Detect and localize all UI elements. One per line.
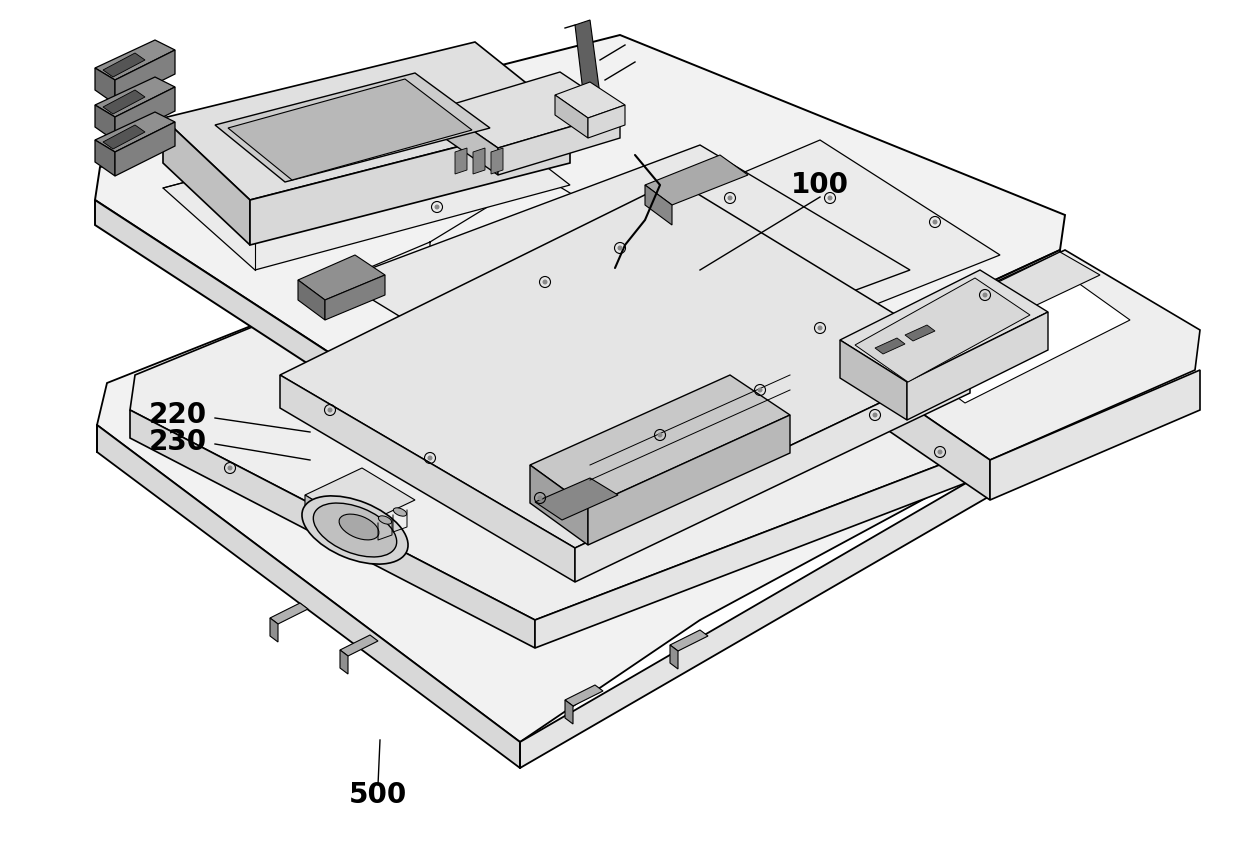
Polygon shape (440, 72, 620, 148)
Polygon shape (491, 148, 503, 174)
Polygon shape (115, 87, 175, 141)
Polygon shape (305, 495, 358, 555)
Polygon shape (870, 378, 990, 500)
Polygon shape (520, 385, 1135, 768)
Polygon shape (645, 185, 672, 225)
Text: 230: 230 (149, 428, 207, 456)
Polygon shape (95, 200, 539, 515)
Polygon shape (103, 53, 145, 77)
Polygon shape (305, 468, 415, 527)
Ellipse shape (303, 496, 408, 564)
Circle shape (327, 407, 332, 412)
Polygon shape (95, 77, 175, 117)
Ellipse shape (393, 508, 407, 516)
Polygon shape (325, 275, 384, 320)
Polygon shape (340, 145, 910, 405)
Polygon shape (905, 325, 935, 341)
Circle shape (227, 465, 233, 470)
Text: 220: 220 (149, 401, 207, 429)
Text: 500: 500 (348, 781, 407, 809)
Polygon shape (115, 50, 175, 104)
Polygon shape (556, 82, 625, 118)
Polygon shape (440, 108, 498, 175)
Circle shape (873, 412, 878, 417)
Polygon shape (103, 90, 145, 114)
Polygon shape (270, 603, 308, 624)
Polygon shape (162, 42, 570, 200)
Polygon shape (162, 108, 570, 270)
Polygon shape (529, 375, 790, 507)
Polygon shape (534, 478, 618, 520)
Polygon shape (873, 252, 1100, 365)
Circle shape (434, 204, 439, 210)
Polygon shape (498, 112, 620, 175)
Polygon shape (270, 618, 278, 642)
Polygon shape (162, 118, 250, 245)
Circle shape (618, 245, 622, 250)
Polygon shape (298, 280, 325, 320)
Circle shape (758, 388, 763, 393)
Polygon shape (215, 73, 490, 182)
Polygon shape (575, 20, 600, 100)
Polygon shape (97, 425, 520, 768)
Polygon shape (280, 180, 970, 548)
Polygon shape (455, 148, 467, 174)
Polygon shape (856, 278, 1030, 382)
Polygon shape (645, 155, 748, 205)
Polygon shape (670, 630, 708, 651)
Circle shape (428, 456, 433, 460)
Polygon shape (130, 152, 1080, 620)
Circle shape (817, 325, 822, 331)
Ellipse shape (378, 515, 392, 524)
Polygon shape (534, 415, 1070, 648)
Circle shape (827, 195, 832, 200)
Circle shape (657, 433, 662, 437)
Ellipse shape (339, 514, 379, 540)
Polygon shape (990, 370, 1200, 500)
Polygon shape (97, 150, 1135, 742)
Polygon shape (529, 465, 588, 545)
Polygon shape (95, 40, 175, 80)
Polygon shape (875, 338, 905, 354)
Polygon shape (900, 270, 1130, 403)
Polygon shape (839, 340, 906, 420)
Polygon shape (95, 105, 115, 141)
Circle shape (982, 292, 987, 297)
Polygon shape (95, 140, 115, 176)
Ellipse shape (314, 503, 397, 557)
Polygon shape (228, 79, 472, 180)
Polygon shape (472, 148, 485, 174)
Circle shape (932, 220, 937, 224)
Polygon shape (95, 35, 1065, 490)
Polygon shape (565, 700, 573, 724)
Polygon shape (490, 140, 999, 390)
Polygon shape (539, 250, 1060, 515)
Polygon shape (588, 415, 790, 545)
Polygon shape (340, 635, 378, 656)
Polygon shape (565, 685, 603, 706)
Polygon shape (115, 122, 175, 176)
Polygon shape (870, 250, 1200, 460)
Polygon shape (906, 312, 1048, 420)
Polygon shape (340, 650, 348, 674)
Polygon shape (839, 270, 1048, 382)
Polygon shape (298, 255, 384, 300)
Polygon shape (670, 645, 678, 669)
Text: 100: 100 (791, 171, 849, 199)
Polygon shape (103, 125, 145, 149)
Polygon shape (280, 375, 575, 582)
Polygon shape (575, 360, 970, 582)
Polygon shape (95, 112, 175, 152)
Circle shape (543, 279, 548, 285)
Polygon shape (873, 343, 910, 385)
Polygon shape (588, 105, 625, 138)
Circle shape (937, 450, 942, 454)
Polygon shape (95, 68, 115, 104)
Polygon shape (250, 118, 570, 245)
Polygon shape (130, 410, 534, 648)
Circle shape (728, 195, 733, 200)
Circle shape (537, 496, 543, 500)
Polygon shape (556, 95, 588, 138)
